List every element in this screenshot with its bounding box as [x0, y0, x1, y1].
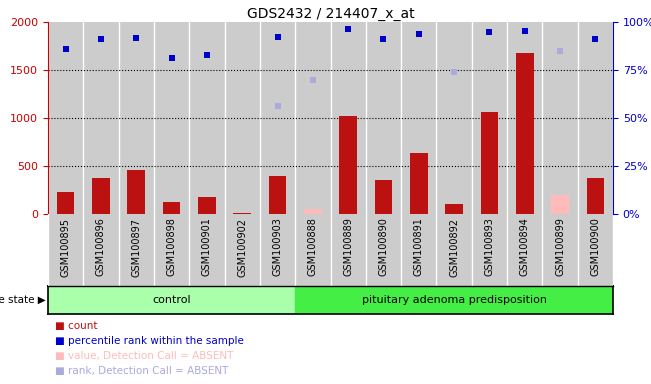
Bar [480, 112, 498, 214]
Bar [128, 170, 145, 214]
Bar [445, 204, 463, 214]
Bar [436, 214, 472, 286]
Text: GSM100888: GSM100888 [308, 218, 318, 276]
Text: GSM100902: GSM100902 [237, 218, 247, 276]
Bar [374, 180, 393, 214]
Bar [83, 22, 118, 214]
Bar [542, 22, 577, 214]
Text: ■ rank, Detection Call = ABSENT: ■ rank, Detection Call = ABSENT [55, 366, 228, 376]
Text: GSM100891: GSM100891 [414, 218, 424, 276]
Bar [577, 214, 613, 286]
Bar [260, 22, 295, 214]
Bar [577, 22, 613, 214]
Text: control: control [152, 295, 191, 305]
Bar [331, 214, 366, 286]
Bar [234, 213, 251, 214]
Text: pituitary adenoma predisposition: pituitary adenoma predisposition [361, 295, 547, 305]
Bar [83, 214, 118, 286]
Bar [366, 214, 401, 286]
Text: GSM100903: GSM100903 [273, 218, 283, 276]
Bar [189, 22, 225, 214]
Bar [295, 22, 331, 214]
Bar [118, 214, 154, 286]
Bar [516, 53, 534, 214]
Bar [163, 202, 180, 214]
Bar [472, 22, 507, 214]
Text: GSM100899: GSM100899 [555, 218, 565, 276]
Bar [118, 22, 154, 214]
Text: GSM100901: GSM100901 [202, 218, 212, 276]
Bar [401, 214, 436, 286]
Bar [366, 22, 401, 214]
Text: GSM100897: GSM100897 [132, 218, 141, 276]
Text: GSM100889: GSM100889 [343, 218, 353, 276]
Bar [269, 175, 286, 214]
Bar [401, 22, 436, 214]
Bar [57, 192, 74, 214]
Bar [48, 286, 295, 314]
Text: GSM100898: GSM100898 [167, 218, 176, 276]
Bar [225, 22, 260, 214]
Bar [295, 214, 331, 286]
Bar [331, 22, 366, 214]
Bar [304, 209, 322, 214]
Text: GSM100890: GSM100890 [378, 218, 389, 276]
Bar [472, 214, 507, 286]
Text: GSM100895: GSM100895 [61, 218, 71, 276]
Text: GSM100893: GSM100893 [484, 218, 494, 276]
Text: disease state ▶: disease state ▶ [0, 295, 46, 305]
Text: GSM100900: GSM100900 [590, 218, 600, 276]
Bar [551, 195, 569, 214]
Text: GSM100894: GSM100894 [519, 218, 530, 276]
Text: ■ count: ■ count [55, 321, 97, 331]
Bar [507, 22, 542, 214]
Bar [198, 197, 215, 214]
Bar [542, 214, 577, 286]
Bar [154, 22, 189, 214]
Bar [436, 22, 472, 214]
Bar [410, 152, 428, 214]
Text: ■ percentile rank within the sample: ■ percentile rank within the sample [55, 336, 243, 346]
Text: GSM100892: GSM100892 [449, 218, 459, 276]
Bar [587, 177, 604, 214]
Text: GSM100896: GSM100896 [96, 218, 106, 276]
Bar [295, 286, 613, 314]
Bar [339, 116, 357, 214]
Bar [189, 214, 225, 286]
Bar [48, 214, 83, 286]
Text: ■ value, Detection Call = ABSENT: ■ value, Detection Call = ABSENT [55, 351, 233, 361]
Bar [92, 179, 110, 214]
Title: GDS2432 / 214407_x_at: GDS2432 / 214407_x_at [247, 7, 414, 21]
Bar [48, 22, 83, 214]
Bar [260, 214, 295, 286]
Bar [154, 214, 189, 286]
Bar [225, 214, 260, 286]
Bar [507, 214, 542, 286]
